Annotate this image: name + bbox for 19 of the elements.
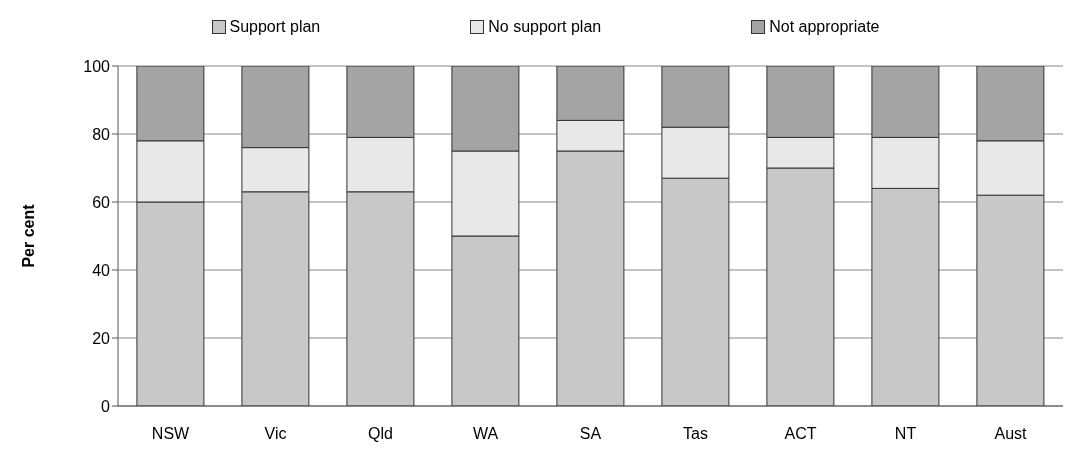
x-tick-label: Tas (683, 425, 708, 443)
legend-label: No support plan (488, 18, 602, 36)
x-tick-label: NT (894, 425, 917, 443)
x-tick-label: Vic (264, 425, 287, 443)
y-tick-label: 80 (92, 125, 111, 143)
y-tick-label: 100 (83, 57, 111, 75)
x-tick-label: Aust (994, 425, 1028, 443)
legend-label: Support plan (229, 18, 321, 36)
x-tick-label: NSW (151, 425, 191, 443)
x-tick-label: WA (472, 425, 499, 443)
y-tick-label: 0 (101, 397, 111, 415)
legend-label: Not appropriate (769, 18, 880, 36)
x-tick-label: ACT (784, 425, 817, 443)
y-tick-label: 20 (92, 329, 111, 347)
y-axis-title: Per cent (19, 203, 37, 268)
y-tick-label: 60 (92, 193, 111, 211)
x-tick-label: SA (579, 425, 602, 443)
y-tick-label: 40 (92, 261, 111, 279)
x-tick-label: Qld (368, 425, 393, 443)
